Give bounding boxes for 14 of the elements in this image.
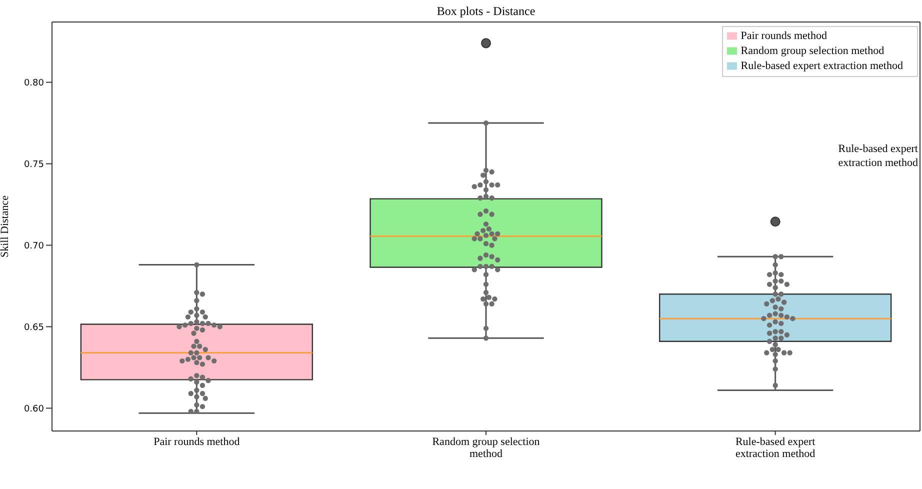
legend-label: Rule-based expert extraction method [740,60,903,72]
x-tick-label: Rule-based expert extraction method [735,436,816,460]
y-tick-label: 0.65 [24,322,44,333]
y-tick-label: 0.80 [24,78,44,88]
legend-label: Pair rounds method [740,30,827,42]
x-tick-label: Pair rounds method [154,436,240,448]
annotation: Rule-based expert extraction method [838,142,918,170]
y-tick-label: 0.70 [24,241,44,252]
legend-label: Random group selection method [740,45,884,57]
y-axis-title: Skill Distance [0,195,11,258]
chart-title: Box plots - Distance [436,4,536,19]
y-tick-label: 0.75 [24,160,44,170]
y-tick-label: 0.60 [24,404,44,414]
x-tick-label: Random group selection method [432,436,540,460]
